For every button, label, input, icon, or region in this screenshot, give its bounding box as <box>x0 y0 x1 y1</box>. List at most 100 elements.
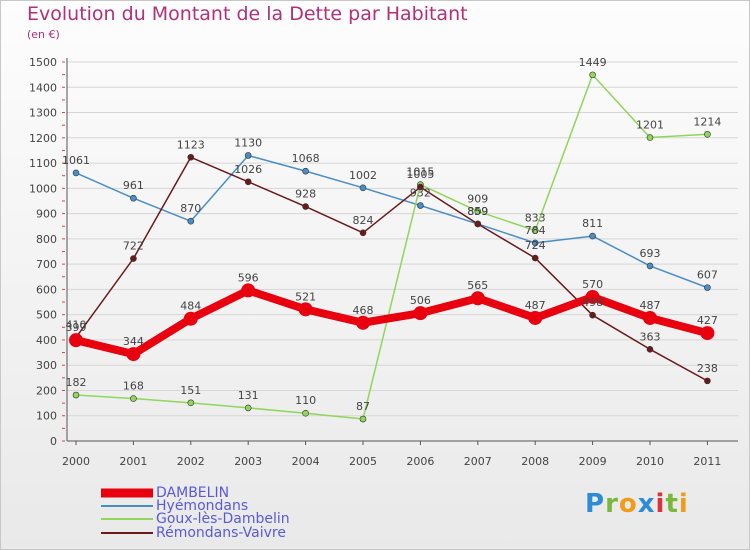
data-point <box>470 291 485 306</box>
x-tick-label: 2002 <box>177 455 205 468</box>
data-label: 1061 <box>62 154 90 167</box>
data-point <box>130 194 137 202</box>
data-point <box>130 255 137 262</box>
data-label: 961 <box>123 179 144 192</box>
data-label: 1015 <box>406 166 434 179</box>
data-label: 1214 <box>693 115 721 128</box>
data-point <box>531 239 539 247</box>
data-point <box>302 167 309 175</box>
data-label: 693 <box>640 247 661 260</box>
data-point <box>704 377 711 385</box>
data-label: 824 <box>353 214 374 227</box>
y-tick-label: 400 <box>36 334 57 347</box>
logo-letter: x <box>637 489 656 519</box>
chart-unit: (en €) <box>27 28 60 41</box>
data-label: 1130 <box>234 136 262 149</box>
data-label: 498 <box>582 296 603 309</box>
data-point <box>298 302 313 317</box>
x-tick-label: 2000 <box>62 455 90 468</box>
data-label: 363 <box>640 330 661 343</box>
y-tick-label: 800 <box>36 233 57 246</box>
logo-letter: P <box>585 489 606 519</box>
data-label: 833 <box>525 212 546 225</box>
data-label: 487 <box>525 299 546 312</box>
data-point <box>72 391 80 399</box>
series-line-dambelin <box>72 286 712 359</box>
legend-label: Hyémondans <box>156 498 249 514</box>
y-tick-label: 1100 <box>29 157 57 170</box>
data-point <box>528 310 543 325</box>
logo-letter: i <box>655 489 666 519</box>
legend-swatch <box>101 518 153 520</box>
data-point <box>359 184 367 192</box>
legend-swatch <box>101 488 153 498</box>
y-tick-label: 700 <box>36 258 57 271</box>
data-label: 151 <box>180 384 201 397</box>
data-label: 521 <box>295 290 316 303</box>
x-tick-label: 2010 <box>636 455 664 468</box>
data-point <box>474 220 482 228</box>
data-label: 410 <box>66 318 87 331</box>
data-label: 1449 <box>579 56 607 69</box>
y-tick-label: 500 <box>36 309 57 322</box>
logo-letter: r <box>605 489 619 519</box>
data-point <box>646 345 654 353</box>
data-point <box>589 71 596 79</box>
data-label: 784 <box>525 224 546 237</box>
data-point <box>356 315 370 330</box>
proxiti-logo: Proxiti <box>585 489 689 519</box>
data-label: 1005 <box>406 168 434 181</box>
data-label: 131 <box>238 389 259 402</box>
y-tick-label: 600 <box>36 283 57 296</box>
data-point <box>531 227 539 234</box>
series-line-hy-mondans <box>75 154 709 289</box>
data-label: 1201 <box>636 119 664 132</box>
y-tick-label: 1300 <box>29 107 57 120</box>
y-tick-label: 1400 <box>29 81 57 94</box>
data-point <box>704 130 711 138</box>
data-label: 427 <box>697 314 718 327</box>
data-point <box>187 153 195 161</box>
data-point <box>413 306 428 321</box>
data-label: 238 <box>697 362 718 375</box>
data-point <box>183 311 198 326</box>
data-label: 168 <box>123 380 144 393</box>
data-label: 811 <box>582 217 603 230</box>
x-tick-label: 2001 <box>119 455 147 468</box>
data-point <box>130 395 137 402</box>
data-label: 909 <box>467 192 488 205</box>
legend-swatch <box>101 532 153 534</box>
legend-label: Rémondans-Vaivre <box>156 525 286 541</box>
data-label: 484 <box>180 300 201 313</box>
data-label: 932 <box>410 187 431 200</box>
x-tick-label: 2009 <box>579 455 607 468</box>
data-label: 607 <box>697 269 718 282</box>
y-tick-label: 1000 <box>29 182 57 195</box>
legend-swatch <box>101 505 153 507</box>
data-label: 724 <box>525 239 546 252</box>
x-tick-label: 2011 <box>693 455 721 468</box>
data-point <box>646 134 654 141</box>
chart-title: Evolution du Montant de la Dette par Hab… <box>27 3 468 25</box>
data-point <box>531 254 539 262</box>
series-line-r-mondans-vaivre <box>75 156 709 382</box>
data-label: 1002 <box>349 169 377 182</box>
data-label: 596 <box>238 271 259 284</box>
data-point <box>244 152 252 159</box>
data-label: 565 <box>467 279 488 292</box>
data-point <box>187 217 195 225</box>
data-point <box>585 289 600 304</box>
data-point <box>474 208 482 215</box>
data-label: 506 <box>410 294 431 307</box>
data-point <box>244 404 252 412</box>
legend-label: DAMBELIN <box>156 485 230 501</box>
y-tick-label: 1200 <box>29 132 57 145</box>
x-tick-label: 2004 <box>292 455 320 468</box>
data-point <box>589 311 596 319</box>
data-point <box>700 326 715 341</box>
y-tick-label: 1500 <box>29 56 57 69</box>
y-tick-label: 0 <box>50 435 57 448</box>
data-label: 859 <box>467 205 488 218</box>
legend-label: Goux-lès-Dambelin <box>156 511 290 527</box>
